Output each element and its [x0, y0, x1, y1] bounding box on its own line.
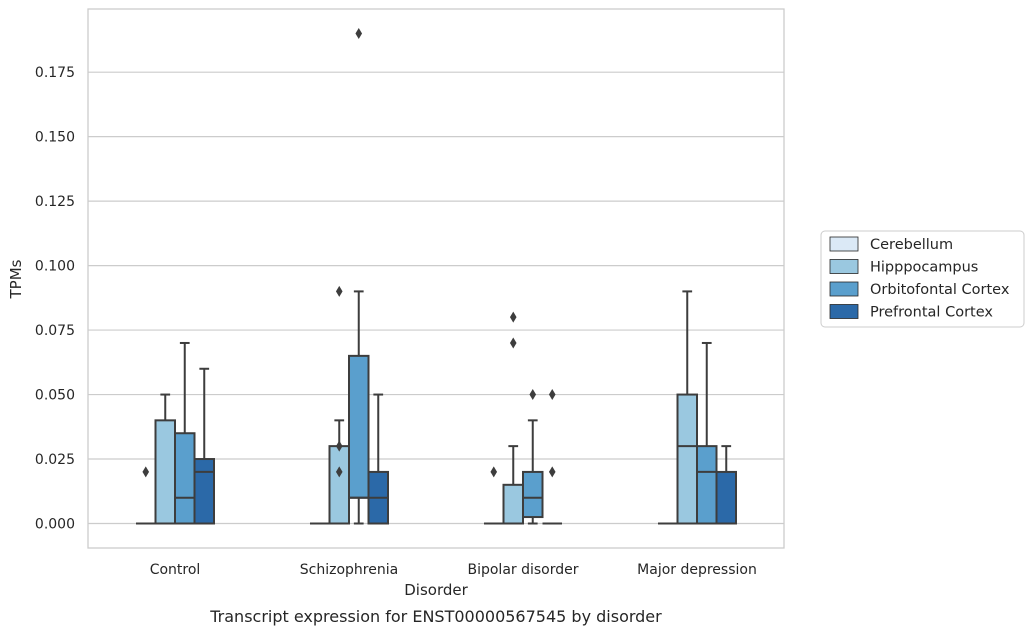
- outlier-point: [335, 466, 343, 478]
- x-tick-label: Control: [150, 562, 201, 578]
- y-tick-label: 0.100: [35, 259, 75, 275]
- y-tick-label: 0.025: [35, 452, 75, 468]
- box-iqr: [193, 458, 215, 525]
- legend-label: Hipppocampus: [870, 260, 978, 276]
- box-iqr: [154, 419, 176, 525]
- legend-swatch: [829, 236, 859, 252]
- x-tick-label: Bipolar disorder: [467, 562, 578, 578]
- box-orbitofontal-cortex: [348, 28, 370, 525]
- box-orbitofontal-cortex: [174, 341, 196, 525]
- box-iqr: [676, 393, 698, 525]
- box-iqr: [328, 445, 350, 525]
- box-iqr: [715, 470, 737, 525]
- outlier-point: [490, 466, 498, 478]
- box-prefrontal-cortex: [193, 367, 215, 525]
- legend-label: Cerebellum: [870, 237, 953, 253]
- x-axis-label: Disorder: [404, 581, 468, 599]
- legend-label: Prefrontal Cortex: [870, 305, 993, 321]
- box-hipppocampus: [502, 311, 524, 525]
- box-iqr: [348, 354, 370, 499]
- outlier-point: [335, 285, 343, 297]
- outlier-point: [335, 440, 343, 452]
- outlier-point: [548, 466, 556, 478]
- y-tick-label: 0.175: [35, 65, 75, 81]
- outlier-point: [142, 466, 150, 478]
- outlier-point: [509, 311, 517, 323]
- y-axis-label: TPMs: [7, 259, 25, 299]
- y-tick-label: 0.125: [35, 194, 75, 210]
- legend-swatch: [829, 281, 859, 297]
- boxes: [136, 28, 737, 525]
- legend-swatch: [829, 259, 859, 274]
- outlier-point: [355, 28, 363, 39]
- plot-frame: [87, 8, 785, 549]
- legend-frame: [820, 230, 1025, 328]
- x-tick-labels: Control Schizophrenia Bipolar disorder Majo…: [150, 562, 757, 578]
- y-tick-label: 0.050: [35, 388, 75, 404]
- y-tick-label: 0.075: [35, 323, 75, 339]
- box-hipppocampus: [328, 285, 350, 525]
- y-tick-label: 0.150: [35, 130, 75, 146]
- box-cerebellum: [484, 466, 504, 525]
- legend-label: Orbitofontal Cortex: [870, 282, 1010, 298]
- outlier-point: [548, 389, 556, 401]
- chart-caption: Transcript expression for ENST0000056754…: [209, 607, 662, 626]
- x-tick-label: Major depression: [637, 562, 757, 578]
- box-iqr: [696, 445, 718, 525]
- box-prefrontal-cortex: [715, 445, 737, 525]
- box-hipppocampus: [154, 393, 176, 525]
- box-hipppocampus: [676, 290, 698, 525]
- outlier-point: [509, 337, 517, 349]
- box-orbitofontal-cortex: [522, 389, 544, 525]
- legend: Cerebellum Hipppocampus Orbitofontal Corte…: [820, 230, 1025, 328]
- box-iqr: [502, 483, 524, 525]
- box-iqr: [174, 432, 196, 525]
- y-tick-label: 0.000: [35, 517, 75, 533]
- box-iqr: [522, 470, 544, 519]
- box-prefrontal-cortex: [542, 389, 562, 525]
- x-tick-label: Schizophrenia: [300, 562, 398, 578]
- y-tick-labels: 0.000 0.025 0.050 0.075 0.100 0.125 0.150 0.175: [35, 65, 75, 532]
- outlier-point: [529, 389, 537, 401]
- box-orbitofontal-cortex: [696, 341, 718, 525]
- box-cerebellum: [136, 466, 156, 525]
- legend-swatch: [829, 304, 859, 319]
- box-prefrontal-cortex: [367, 393, 389, 525]
